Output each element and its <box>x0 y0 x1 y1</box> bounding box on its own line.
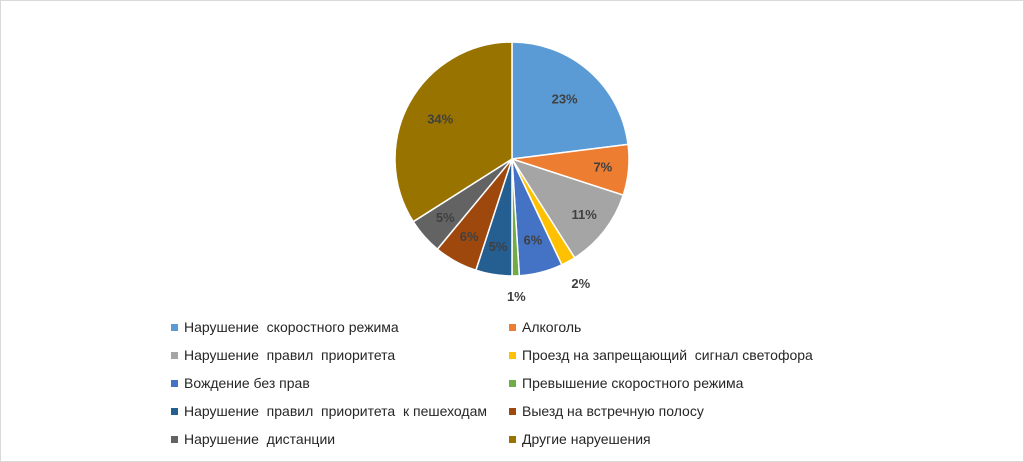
legend-label: Другие наруешения <box>522 431 651 447</box>
legend-swatch <box>509 435 516 443</box>
legend-item: Вождение без прав <box>171 375 310 391</box>
legend-label: Превышение скоростного режима <box>522 375 744 391</box>
legend-label: Выезд на встречную полосу <box>522 403 704 419</box>
pie-slice <box>510 157 625 259</box>
legend-swatch <box>171 435 178 443</box>
pie-slice <box>511 41 629 160</box>
legend-item: Нарушение правил приоритета к пешеходам <box>171 403 487 419</box>
slice-data-label: 11% <box>571 207 597 222</box>
legend-item: Проезд на запрещающий сигнал светофора <box>509 347 813 363</box>
legend-label: Нарушение правил приоритета <box>184 347 396 363</box>
slice-data-label: 1% <box>507 289 526 304</box>
legend-label: Алкоголь <box>522 319 582 335</box>
legend-swatch <box>509 323 516 331</box>
legend-swatch <box>171 323 178 331</box>
slice-data-label: 6% <box>460 229 479 244</box>
legend-item: Нарушение скоростного режима <box>171 319 399 335</box>
legend-swatch <box>171 379 178 387</box>
legend-swatch <box>509 351 516 359</box>
legend-label: Проезд на запрещающий сигнал светофора <box>522 347 813 363</box>
slice-data-label: 5% <box>489 239 508 254</box>
legend-swatch <box>509 407 516 415</box>
legend-swatch <box>171 407 178 415</box>
legend-item: Превышение скоростного режима <box>509 375 743 391</box>
legend-swatch <box>509 379 516 387</box>
legend-item: Нарушение дистанции <box>171 431 335 447</box>
legend-label: Вождение без прав <box>184 375 310 391</box>
slice-data-label: 5% <box>436 210 455 225</box>
legend-label: Нарушение дистанции <box>184 431 336 447</box>
legend-swatch <box>171 351 178 359</box>
slice-data-label: 6% <box>524 233 543 248</box>
legend-label: Нарушение правил приоритета к пешеходам <box>184 403 487 419</box>
slice-data-label: 7% <box>593 160 612 175</box>
pie-slice <box>394 41 513 223</box>
pie-chart: 23% 7% 11% 2% 6% 1% 5% 6% 5% 34% <box>394 41 630 304</box>
legend-item: Выезд на встречную полосу <box>509 403 704 419</box>
legend-label: Нарушение скоростного режима <box>184 319 399 335</box>
slice-data-label: 34% <box>427 112 453 127</box>
slice-data-label: 2% <box>571 276 590 291</box>
legend-item: Алкоголь <box>509 319 581 335</box>
legend-item: Другие наруешения <box>509 431 651 447</box>
legend-item: Нарушение правил приоритета <box>171 347 395 363</box>
slice-data-label: 23% <box>552 91 578 106</box>
